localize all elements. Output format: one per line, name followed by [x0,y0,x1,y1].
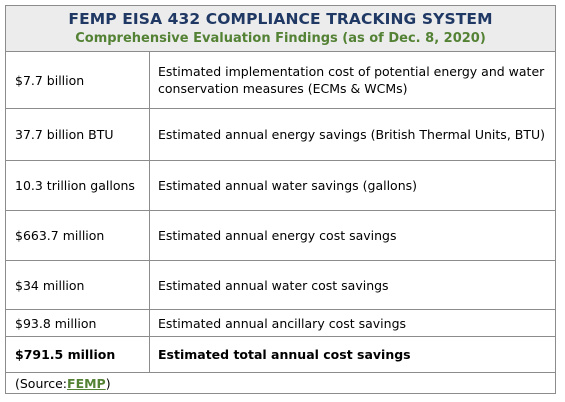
row-amount: $34 million [6,261,150,309]
table-row: $34 million Estimated annual water cost … [6,261,555,310]
table-header: FEMP EISA 432 COMPLIANCE TRACKING SYSTEM… [6,6,555,52]
table-row: $663.7 million Estimated annual energy c… [6,211,555,261]
table-row-total: $791.5 million Estimated total annual co… [6,337,555,373]
row-amount: 10.3 trillion gallons [6,161,150,210]
row-amount: $663.7 million [6,211,150,260]
row-amount: $7.7 billion [6,52,150,108]
findings-table: FEMP EISA 432 COMPLIANCE TRACKING SYSTEM… [5,5,556,394]
row-amount: $93.8 million [6,310,150,336]
row-description: Estimated annual energy savings (British… [158,127,546,142]
source-suffix: ) [105,376,111,391]
table-row: 37.7 billion BTU Estimated annual energy… [6,109,555,161]
table-subtitle: Comprehensive Evaluation Findings (as of… [75,31,486,46]
row-description: Estimated annual water savings (gallons) [158,178,418,193]
row-description: Estimated annual energy cost savings [158,228,397,243]
source-link[interactable]: FEMP [67,376,106,391]
row-description: Estimated annual water cost savings [158,277,389,293]
row-description: Estimated implementation cost of potenti… [158,64,545,96]
total-description: Estimated total annual cost savings [158,347,411,362]
table-row: 10.3 trillion gallons Estimated annual w… [6,161,555,211]
row-amount: 37.7 billion BTU [6,109,150,160]
table-title: FEMP EISA 432 COMPLIANCE TRACKING SYSTEM [68,10,493,28]
total-amount: $791.5 million [6,337,150,372]
table-row: $93.8 million Estimated annual ancillary… [6,310,555,337]
source-prefix: (Source: [15,376,68,391]
table-row: $7.7 billion Estimated implementation co… [6,52,555,109]
source-note: (Source: FEMP) [6,373,555,394]
row-description: Estimated annual ancillary cost savings [158,315,407,331]
